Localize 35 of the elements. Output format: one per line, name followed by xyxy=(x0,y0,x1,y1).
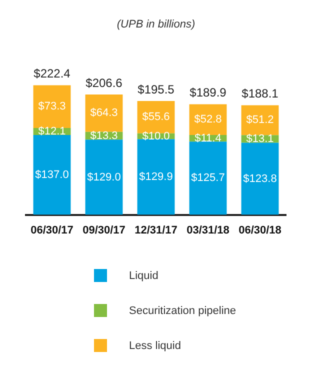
total-label: $189.9 xyxy=(190,86,227,100)
data-label: $51.2 xyxy=(246,114,274,126)
bar xyxy=(33,135,71,215)
total-label: $222.4 xyxy=(34,66,71,81)
x-tick-label: 09/30/17 xyxy=(82,224,126,236)
bar xyxy=(85,94,123,132)
x-tick-label: 06/30/17 xyxy=(30,224,74,236)
legend-label: Less liquid xyxy=(129,340,181,352)
total-label: $195.5 xyxy=(138,82,175,96)
data-label: $123.8 xyxy=(243,172,277,185)
data-label: $137.0 xyxy=(35,168,69,181)
data-label: $73.3 xyxy=(38,100,66,113)
data-label: $12.1 xyxy=(38,126,66,138)
data-label: $13.1 xyxy=(246,132,274,145)
x-tick-label: 03/31/18 xyxy=(186,224,230,236)
total-label: $206.6 xyxy=(86,76,123,90)
bar xyxy=(85,140,123,215)
data-label: $13.3 xyxy=(90,130,118,142)
bar xyxy=(33,85,71,128)
data-label: $129.0 xyxy=(87,171,121,184)
data-label: $125.7 xyxy=(191,172,225,184)
x-tick-label: 06/30/18 xyxy=(238,224,282,236)
bar xyxy=(189,142,227,215)
legend-label: Liquid xyxy=(129,270,158,282)
data-label: $64.3 xyxy=(90,107,118,120)
data-label: $55.6 xyxy=(142,111,170,124)
bar xyxy=(137,139,175,215)
data-label: $129.9 xyxy=(139,171,173,184)
total-label: $188.1 xyxy=(242,86,279,101)
x-tick-label: 12/31/17 xyxy=(134,224,178,236)
legend-label: Securitization pipeline xyxy=(129,304,236,316)
data-label: $52.8 xyxy=(194,114,222,126)
chart-title: (UPB in billions) xyxy=(116,18,196,31)
data-label: $11.4 xyxy=(194,132,222,144)
bar xyxy=(241,142,279,215)
